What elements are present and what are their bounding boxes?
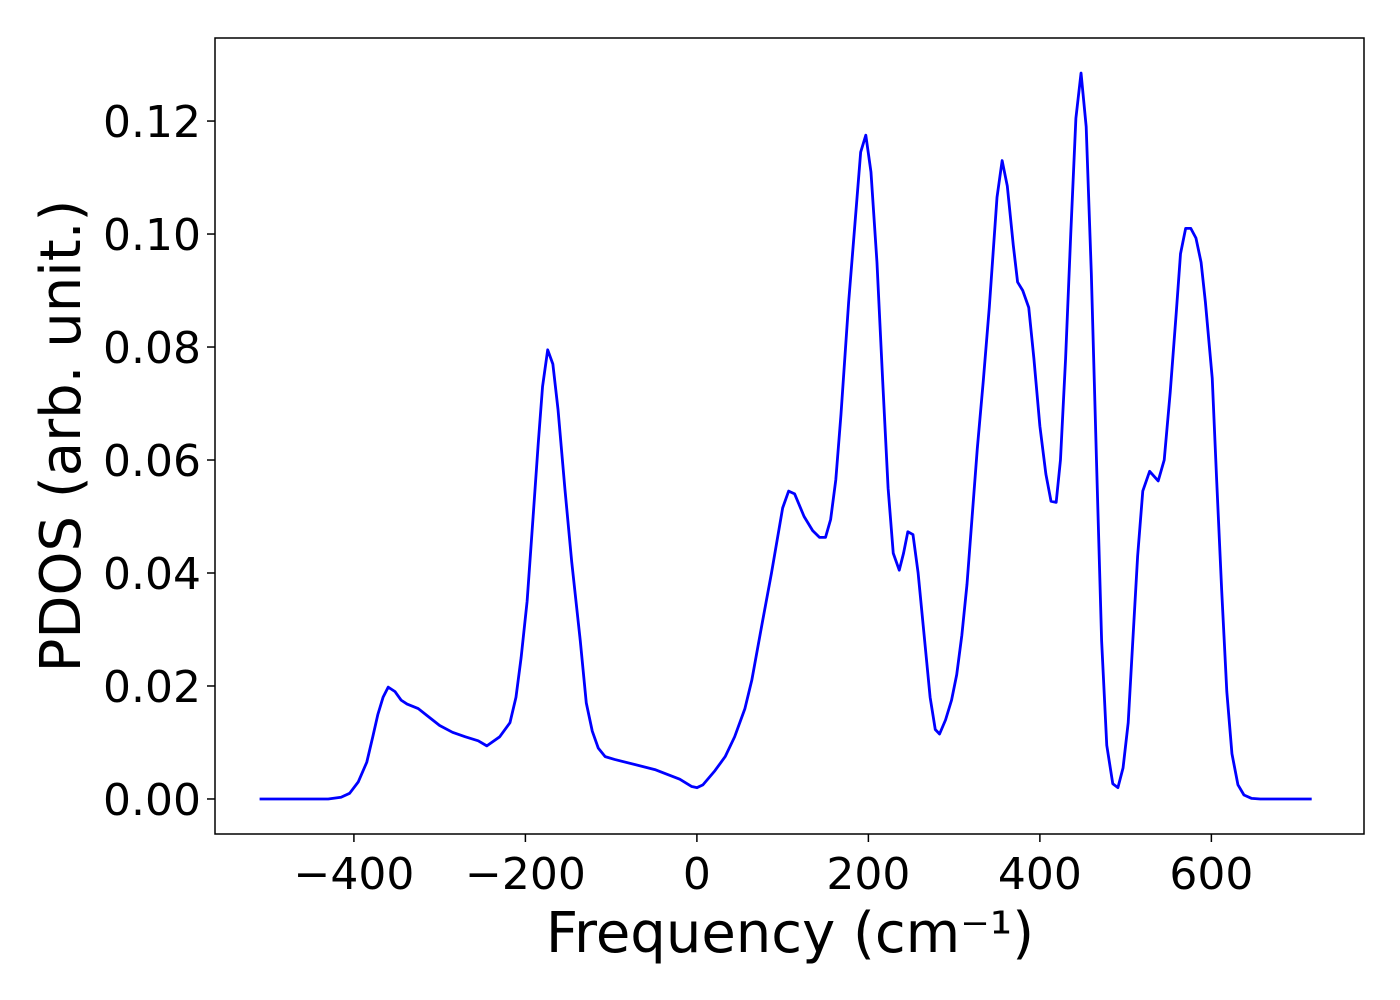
y-tick-label: 0.08 (103, 323, 201, 374)
y-tick-label: 0.00 (103, 775, 201, 826)
x-tick-label: −200 (465, 849, 586, 900)
y-tick-label: 0.06 (103, 436, 201, 487)
x-tick-label: 400 (998, 849, 1082, 900)
y-axis-label: PDOS (arb. unit.) (29, 200, 94, 673)
y-tick-label: 0.02 (103, 662, 201, 713)
x-axis-label: Frequency (cm⁻¹) (546, 901, 1034, 966)
x-tick-label: 200 (826, 849, 910, 900)
x-tick-label: −400 (293, 849, 414, 900)
y-tick-label: 0.12 (103, 97, 201, 148)
y-tick-label: 0.04 (103, 549, 201, 600)
plot-frame (214, 37, 1365, 835)
y-tick-label: 0.10 (103, 210, 201, 261)
x-tick-label: 0 (683, 849, 711, 900)
x-tick-label: 600 (1169, 849, 1253, 900)
data-line (259, 71, 1312, 801)
